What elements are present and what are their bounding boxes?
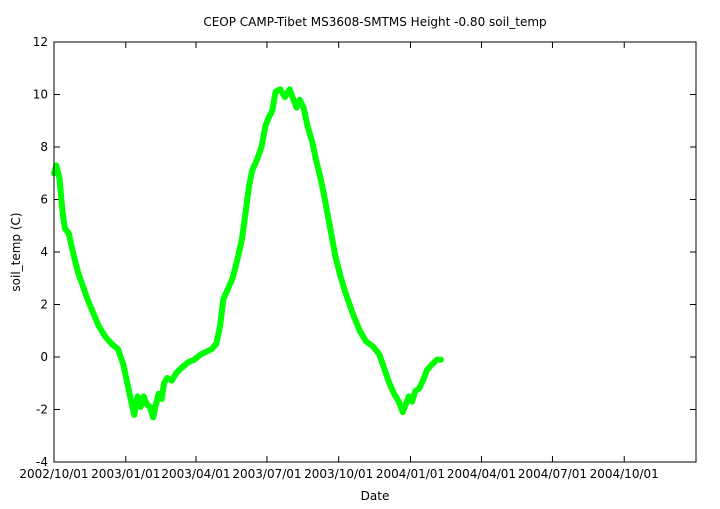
axis-ticks: -4 -2 0 2 4 6 8 10 12 2002/10/01 2003/01/01 2003/04…: [19, 35, 696, 481]
y-tick-label: 8: [40, 140, 48, 154]
chart-title: CEOP CAMP-Tibet MS3608-SMTMS Height -0.8…: [203, 15, 546, 29]
y-tick-label: -2: [36, 403, 48, 417]
x-tick-label: 2004/04/01: [447, 467, 516, 481]
series-line: [51, 86, 444, 421]
y-axis-label: soil_temp (C): [9, 212, 23, 291]
x-tick-label: 2004/10/01: [590, 467, 659, 481]
series-layer: [51, 86, 444, 421]
y-tick-label: 10: [33, 88, 48, 102]
y-tick-label: -4: [36, 455, 48, 469]
x-tick-label: 2002/10/01: [19, 467, 88, 481]
x-tick-label: 2003/01/01: [91, 467, 160, 481]
y-tick-label: 4: [40, 245, 48, 259]
y-tick-label: 12: [33, 35, 48, 49]
y-tick-label: 6: [40, 193, 48, 207]
y-tick-label: 0: [40, 350, 48, 364]
plot-frame: [53, 41, 697, 463]
x-tick-label: 2003/07/01: [232, 467, 301, 481]
x-axis-label: Date: [361, 489, 390, 503]
x-tick-label: 2004/01/01: [376, 467, 445, 481]
x-tick-label: 2003/10/01: [304, 467, 373, 481]
y-tick-label: 2: [40, 298, 48, 312]
x-tick-label: 2003/04/01: [161, 467, 230, 481]
x-tick-label: 2004/07/01: [518, 467, 587, 481]
